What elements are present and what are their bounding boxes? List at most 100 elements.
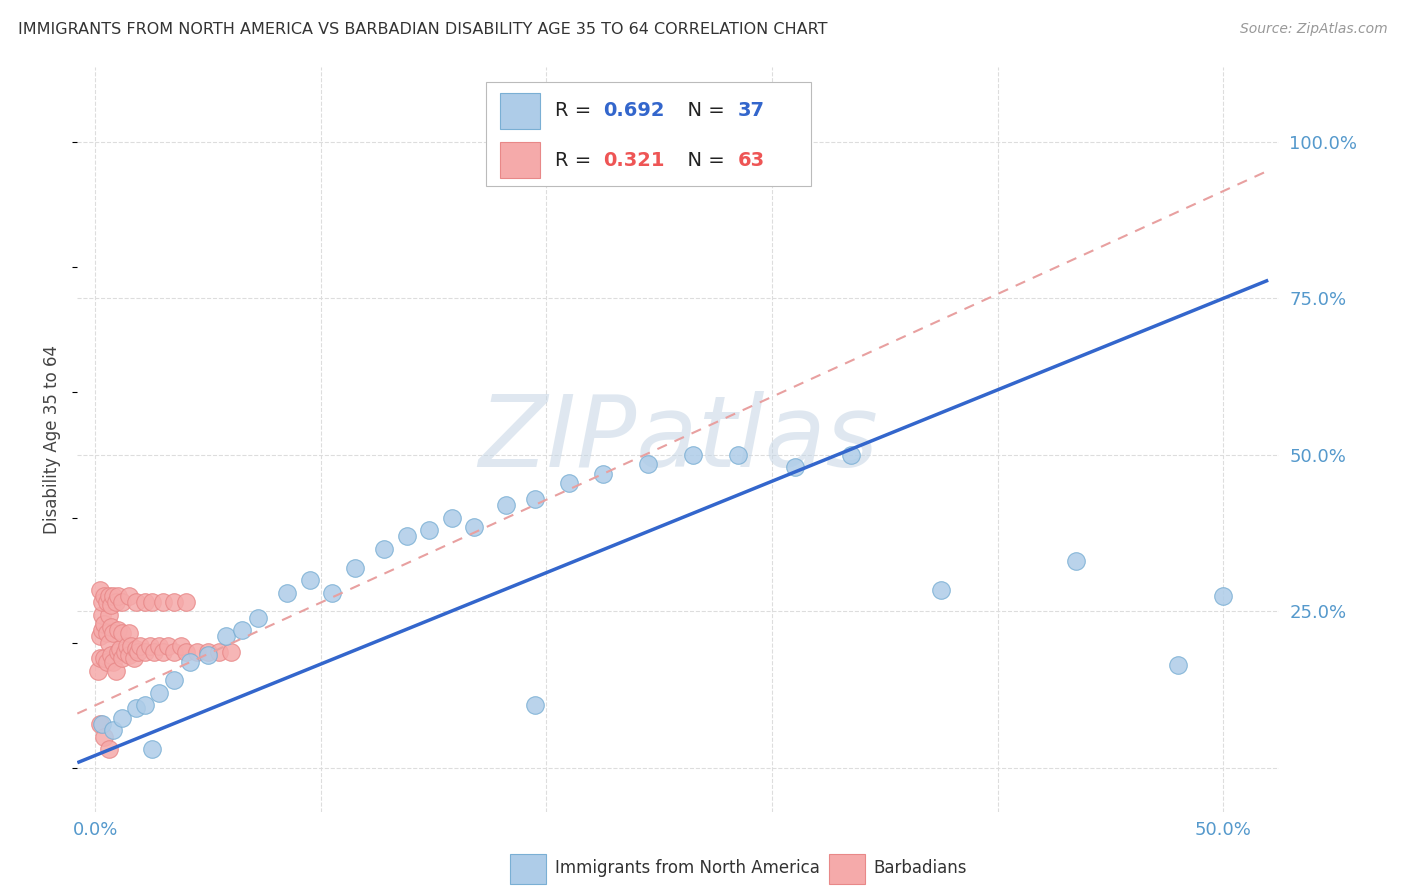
Point	[107, 645, 129, 659]
Point	[104, 595, 127, 609]
FancyBboxPatch shape	[501, 142, 540, 178]
Point	[727, 448, 749, 462]
Point	[524, 698, 547, 713]
Point	[170, 639, 193, 653]
Point	[96, 626, 118, 640]
Point	[91, 624, 114, 638]
Point	[111, 651, 134, 665]
Point	[129, 639, 152, 653]
Point	[463, 520, 485, 534]
Point	[103, 626, 125, 640]
Point	[134, 698, 156, 713]
FancyBboxPatch shape	[486, 82, 811, 186]
Point	[186, 645, 208, 659]
Point	[558, 476, 581, 491]
Point	[219, 645, 242, 659]
Text: 63: 63	[737, 151, 765, 169]
Point	[174, 645, 197, 659]
Point	[93, 730, 115, 744]
Point	[321, 585, 343, 599]
Point	[93, 651, 115, 665]
Point	[107, 589, 129, 603]
Point	[682, 448, 704, 462]
Point	[197, 648, 219, 663]
Point	[125, 595, 148, 609]
Point	[1066, 554, 1088, 568]
FancyBboxPatch shape	[828, 855, 865, 884]
Point	[97, 636, 120, 650]
Text: Source: ZipAtlas.com: Source: ZipAtlas.com	[1240, 22, 1388, 37]
Point	[395, 529, 418, 543]
Point	[111, 626, 134, 640]
Point	[148, 639, 170, 653]
Point	[104, 664, 127, 678]
Point	[148, 686, 170, 700]
Point	[103, 723, 125, 738]
Point	[143, 645, 166, 659]
Point	[111, 595, 134, 609]
Point	[163, 673, 186, 688]
Y-axis label: Disability Age 35 to 64: Disability Age 35 to 64	[44, 345, 62, 533]
Text: N =: N =	[675, 102, 731, 120]
Text: IMMIGRANTS FROM NORTH AMERICA VS BARBADIAN DISABILITY AGE 35 TO 64 CORRELATION C: IMMIGRANTS FROM NORTH AMERICA VS BARBADI…	[18, 22, 828, 37]
Point	[118, 589, 141, 603]
Point	[89, 717, 111, 731]
Point	[839, 448, 862, 462]
Point	[163, 595, 186, 609]
Point	[156, 639, 179, 653]
Point	[637, 458, 659, 472]
Point	[89, 630, 111, 644]
Text: 0.692: 0.692	[603, 102, 664, 120]
Point	[179, 655, 201, 669]
Point	[103, 589, 125, 603]
Point	[115, 639, 138, 653]
Point	[120, 639, 142, 653]
Text: 37: 37	[737, 102, 765, 120]
Text: Barbadians: Barbadians	[873, 859, 967, 877]
Point	[141, 595, 163, 609]
Point	[418, 523, 440, 537]
Point	[100, 648, 122, 663]
Point	[103, 655, 125, 669]
Point	[231, 624, 253, 638]
Point	[100, 598, 122, 612]
Point	[1167, 657, 1189, 672]
Point	[89, 651, 111, 665]
Point	[93, 589, 115, 603]
Point	[108, 642, 131, 657]
Point	[97, 742, 120, 756]
Text: N =: N =	[675, 151, 731, 169]
Point	[783, 460, 806, 475]
Point	[134, 645, 156, 659]
Point	[208, 645, 231, 659]
Point	[97, 589, 120, 603]
Point	[246, 610, 269, 624]
Point	[592, 467, 614, 481]
Point	[125, 642, 148, 657]
Point	[93, 616, 115, 631]
Point	[91, 607, 114, 622]
Point	[929, 582, 952, 597]
Point	[96, 655, 118, 669]
Point	[163, 645, 186, 659]
Point	[114, 645, 136, 659]
Point	[86, 664, 108, 678]
Point	[197, 645, 219, 659]
Point	[524, 491, 547, 506]
Point	[127, 645, 149, 659]
Point	[125, 701, 148, 715]
Point	[107, 624, 129, 638]
Point	[91, 717, 114, 731]
Point	[373, 541, 395, 556]
Point	[141, 742, 163, 756]
Point	[97, 607, 120, 622]
Point	[89, 582, 111, 597]
Point	[118, 648, 141, 663]
Point	[100, 620, 122, 634]
Point	[343, 560, 366, 574]
Point	[152, 645, 174, 659]
Text: Immigrants from North America: Immigrants from North America	[554, 859, 820, 877]
Point	[134, 595, 156, 609]
Point	[215, 630, 238, 644]
Text: R =: R =	[554, 151, 598, 169]
